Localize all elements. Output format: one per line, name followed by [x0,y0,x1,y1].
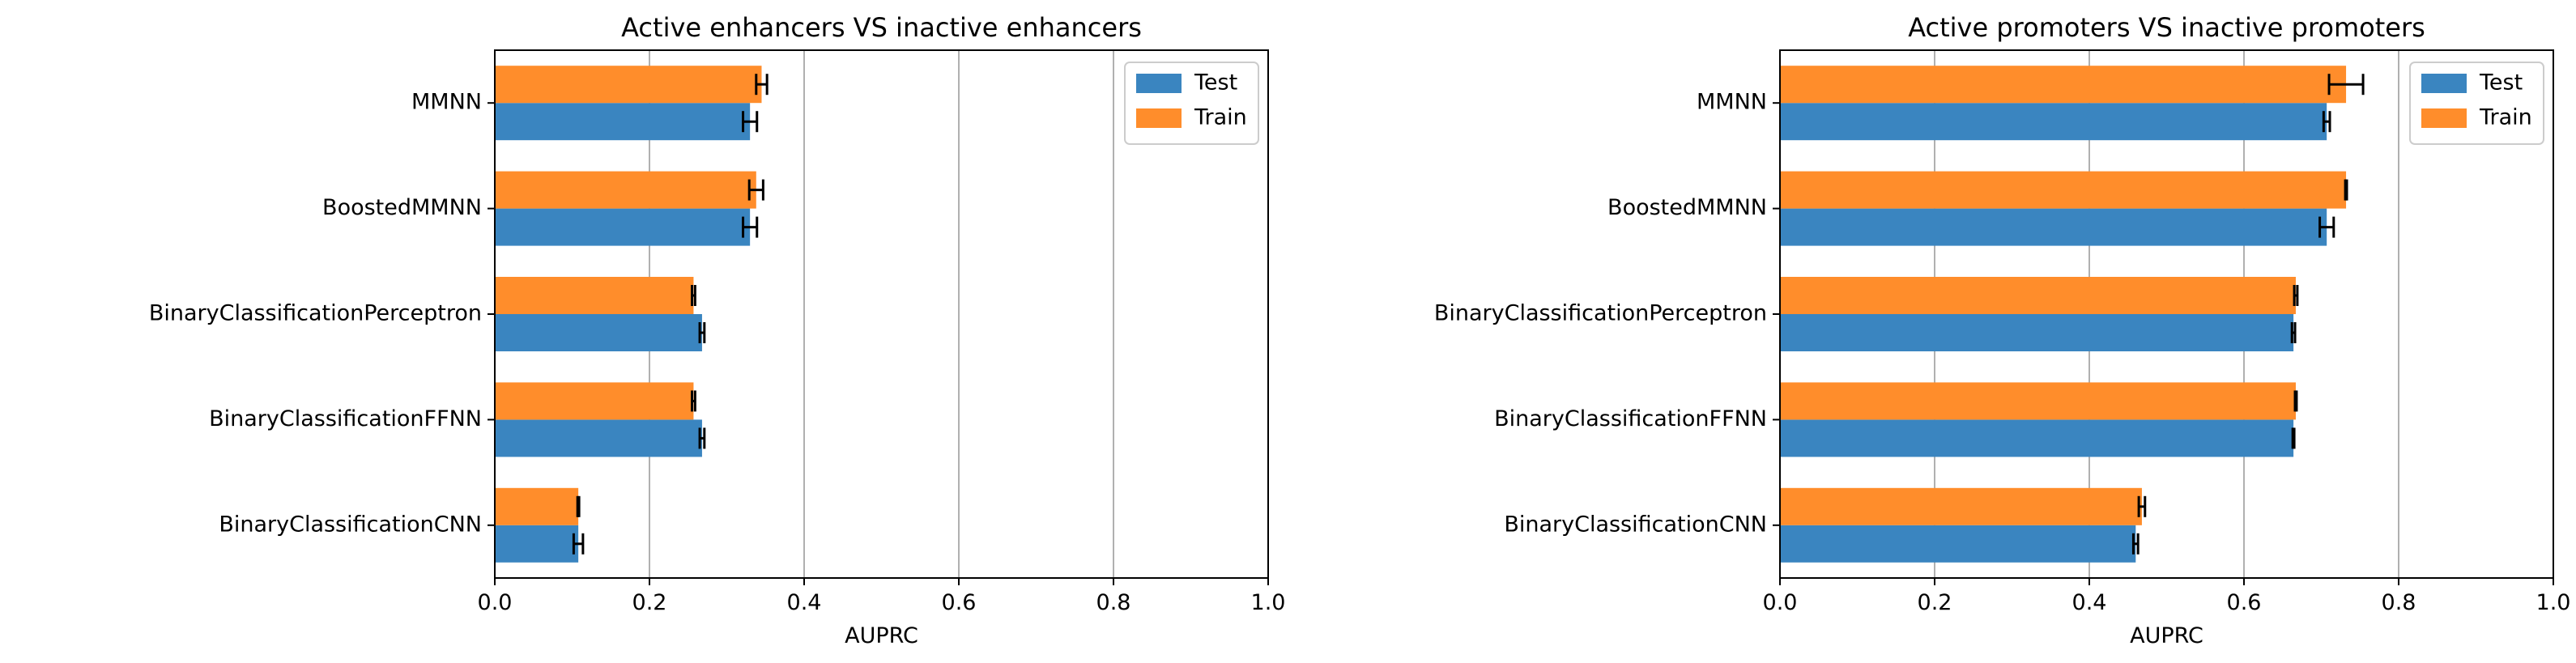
error-bar [747,179,764,201]
axes-frame [494,49,1269,579]
legend-swatch-test [2421,74,2467,93]
x-tick-label: 0.8 [2382,590,2416,615]
error-bar [742,216,759,238]
bar-train [1780,487,2142,525]
y-tick-label: BinaryClassificationCNN [1504,512,1767,537]
bar-test [1780,419,2294,457]
bar-train [495,171,756,209]
bar-test [1780,103,2327,141]
legend-label: Train [2479,105,2532,130]
error-bar [2318,216,2335,238]
legend-swatch-test [1136,74,1182,93]
y-tick-label: BoostedMMNN [1607,195,1767,220]
x-tick-label: 0.0 [1763,590,1798,615]
bar-test [495,314,702,351]
x-tick-label: 0.0 [478,590,513,615]
chart-title: Active enhancers VS inactive enhancers [621,12,1142,43]
error-bar [2290,322,2297,343]
x-tick-label: 0.2 [1918,590,1952,615]
legend-label: Test [2479,70,2523,96]
y-tick-label: BinaryClassificationPerceptron [149,301,482,326]
legend: Test Train [1124,62,1259,145]
bar-train [1780,277,2296,314]
error-bar [2327,74,2365,96]
bar-train [1780,66,2347,104]
bar-train [495,487,579,525]
bar-train [1780,171,2347,209]
bar-train [495,382,694,420]
chart-panel-1: MMNN BoostedMMNN BinaryClassificationPerce… [149,12,1286,648]
chart-title: Active promoters VS inactive promoters [1908,12,2425,43]
error-bar [2322,111,2331,133]
legend-label: Test [1194,70,1237,96]
y-tick-label: BinaryClassificationFFNN [1494,406,1767,431]
x-axis-label: AUPRC [845,623,918,648]
y-tick-label: BinaryClassificationFFNN [209,406,482,431]
error-bar [691,285,696,306]
error-bar [698,322,706,343]
bar-test [1780,525,2136,563]
x-tick-label: 0.8 [1096,590,1131,615]
legend-swatch-train [1136,108,1182,128]
legend-label: Train [1194,105,1247,130]
error-bar [2293,390,2298,412]
error-bar [2131,533,2140,555]
x-tick-label: 1.0 [2536,590,2571,615]
error-bar [742,111,759,133]
bar-train [495,277,694,314]
x-tick-label: 0.6 [2227,590,2262,615]
bar-test [1780,314,2294,351]
x-tick-label: 0.4 [787,590,822,615]
bar-test [495,525,579,563]
y-tick-label: BoostedMMNN [322,195,482,220]
error-bar [2137,495,2147,517]
chart-panel-2: MMNN BoostedMMNN BinaryClassificationPerce… [1434,12,2571,648]
bar-train [1780,382,2296,420]
y-tick-label: BinaryClassificationCNN [219,512,482,537]
bar-train [495,66,762,104]
error-bar [2291,427,2296,449]
x-tick-label: 0.2 [632,590,667,615]
bar-test [495,103,751,141]
error-bar [572,533,585,555]
x-tick-label: 1.0 [1251,590,1286,615]
bar-test [1780,208,2327,246]
y-tick-label: MMNN [411,90,482,115]
error-bar [2293,285,2299,306]
axes-frame [1779,49,2554,579]
legend: Test Train [2409,62,2544,145]
bar-test [495,208,751,246]
y-tick-label: BinaryClassificationPerceptron [1434,301,1767,326]
error-bar [2344,179,2348,201]
y-tick-label: MMNN [1697,90,1767,115]
error-bar [691,390,696,412]
error-bar [755,74,769,96]
bar-test [495,419,702,457]
x-tick-label: 0.6 [942,590,977,615]
x-axis-label: AUPRC [2130,623,2203,648]
error-bar [576,495,581,517]
legend-swatch-train [2421,108,2467,128]
x-tick-label: 0.4 [2072,590,2107,615]
error-bar [698,427,706,449]
